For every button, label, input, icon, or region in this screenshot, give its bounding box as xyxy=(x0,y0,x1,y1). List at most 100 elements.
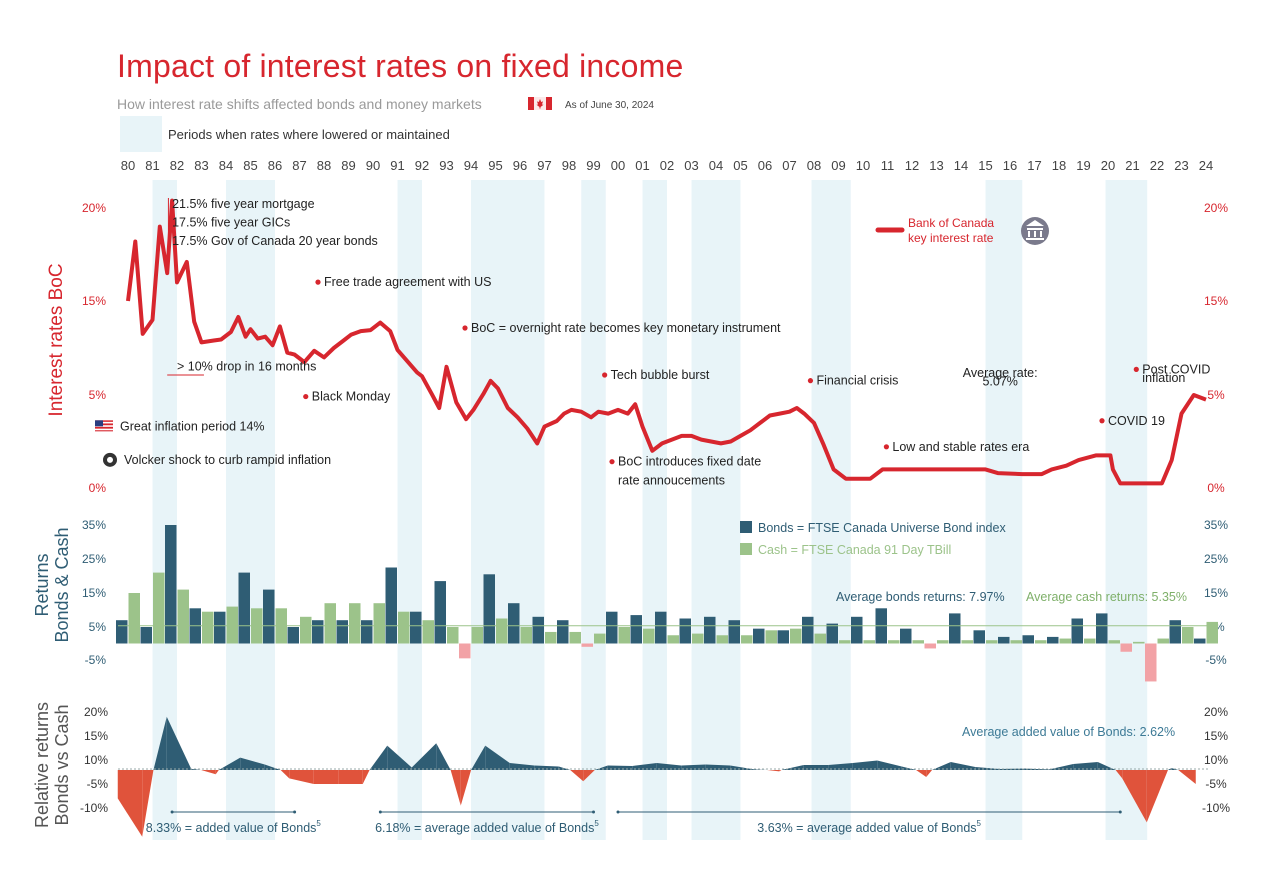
cash-bar xyxy=(153,572,165,644)
rate-lowered-periods xyxy=(152,180,1148,840)
relative-area-segment xyxy=(901,766,917,770)
cash-bar xyxy=(716,635,728,644)
x-tick-label: 97 xyxy=(537,158,551,173)
line-annotations: 21.5% five year mortgage 17.5% five year … xyxy=(95,197,1210,487)
x-tick-label: 96 xyxy=(513,158,527,173)
rel-y-tick-left: 10% xyxy=(84,753,108,767)
cash-bar xyxy=(618,627,630,644)
bonds-bar xyxy=(312,620,324,644)
cash-bar xyxy=(398,611,410,644)
bonds-bar xyxy=(1096,613,1108,644)
x-tick-label: 90 xyxy=(366,158,380,173)
x-tick-label: 14 xyxy=(954,158,968,173)
x-tick-label: 05 xyxy=(733,158,747,173)
cash-bar xyxy=(496,618,508,644)
relative-area-segment xyxy=(450,770,461,806)
relative-area-segment xyxy=(1122,770,1147,823)
bonds-bar xyxy=(508,603,520,644)
relative-area-segment xyxy=(950,762,976,770)
cash-bar xyxy=(373,603,385,644)
line-y-tick-right: 0% xyxy=(1207,481,1225,495)
bonds-bar xyxy=(140,627,152,644)
bonds-bar xyxy=(998,636,1010,644)
cash-bar xyxy=(961,640,973,644)
relative-area-segment xyxy=(509,763,535,770)
relative-area-segment xyxy=(852,760,878,770)
cash-bar xyxy=(1206,621,1218,644)
bonds-bar xyxy=(1071,618,1083,644)
x-tick-label: 88 xyxy=(317,158,331,173)
relative-area-segment xyxy=(1146,770,1168,823)
bonds-bar xyxy=(1145,643,1157,682)
period-label-superscript: 5 xyxy=(977,819,982,828)
relative-area-segment xyxy=(1097,762,1116,770)
bonds-bar xyxy=(753,628,765,644)
cash-bar xyxy=(937,640,949,644)
x-tick-label: 84 xyxy=(219,158,233,173)
bar-y-tick-left: 15% xyxy=(82,586,106,600)
boc-rate-line xyxy=(126,198,1207,486)
bonds-bar xyxy=(263,589,275,644)
bonds-bar xyxy=(973,630,985,644)
relative-area-segment xyxy=(289,770,314,784)
relative-area-segment xyxy=(142,770,154,837)
bar-y-tick-right: 25% xyxy=(1204,552,1228,566)
period-bracket-end xyxy=(592,810,595,814)
relative-area-segment xyxy=(240,757,265,770)
relative-area-segment xyxy=(926,770,933,777)
relative-area-segment xyxy=(362,770,370,784)
x-tick-label: 93 xyxy=(439,158,453,173)
annotation-marker xyxy=(1133,366,1139,372)
cash-average-label: Average cash returns: 5.35% xyxy=(1026,590,1187,604)
relative-area-segment xyxy=(1178,770,1196,784)
periods-legend-label: Periods when rates where lowered or main… xyxy=(168,127,450,142)
annotation-label: > 10% drop in 16 months xyxy=(177,360,316,374)
cash-bar xyxy=(422,620,434,644)
rel-y-tick-left: 15% xyxy=(84,729,108,743)
rate-lowered-period xyxy=(1105,180,1148,840)
line-y-tick-right: 20% xyxy=(1204,201,1228,215)
cash-bar xyxy=(1133,641,1145,644)
bonds-bar xyxy=(802,616,814,644)
x-tick-label: 91 xyxy=(390,158,404,173)
cash-bar xyxy=(863,640,875,644)
cash-bar xyxy=(1035,640,1047,644)
cash-bar xyxy=(912,640,924,644)
x-tick-label: 89 xyxy=(341,158,355,173)
x-tick-label: 98 xyxy=(562,158,576,173)
bank-building-icon xyxy=(1021,217,1049,245)
cash-bar xyxy=(814,633,826,644)
bar-y-tick-right: -5% xyxy=(1205,653,1227,667)
bonds-bar xyxy=(116,620,128,644)
bonds-bar xyxy=(900,628,912,644)
relative-area-segment xyxy=(369,745,388,770)
bonds-bar xyxy=(287,627,299,644)
period-bracket-end xyxy=(170,810,174,814)
relative-area-segment xyxy=(215,770,219,775)
cash-bar xyxy=(839,640,851,644)
x-tick-label: 13 xyxy=(929,158,943,173)
annotation-label: Black Monday xyxy=(312,390,391,404)
rate-lowered-period xyxy=(495,180,545,840)
period-bracket-end xyxy=(293,810,297,814)
x-tick-label: 92 xyxy=(415,158,429,173)
period-bracket-end xyxy=(378,810,382,814)
period-label: 3.63% = average added value of Bonds5 xyxy=(757,819,981,835)
line-y-tick-left: 0% xyxy=(89,481,107,495)
annotation-marker xyxy=(883,444,890,450)
relative-area-segment xyxy=(781,765,804,770)
x-tick-label: 19 xyxy=(1076,158,1090,173)
x-tick-label: 82 xyxy=(170,158,184,173)
bonds-bar xyxy=(214,611,226,644)
relative-area-segment xyxy=(460,770,472,806)
relative-area-segment xyxy=(730,765,755,770)
x-tick-label: 86 xyxy=(268,158,282,173)
x-tick-label: 06 xyxy=(758,158,772,173)
line-y-tick-right: 5% xyxy=(1207,388,1225,402)
x-tick-label: 22 xyxy=(1150,158,1164,173)
annotation-label: Tech bubble burst xyxy=(611,368,710,382)
rel-y-tick-right: -10% xyxy=(1202,801,1230,815)
seal-inner xyxy=(107,456,113,463)
rel-y-tick-right: 15% xyxy=(1204,729,1228,743)
relative-area-segment xyxy=(166,716,192,770)
